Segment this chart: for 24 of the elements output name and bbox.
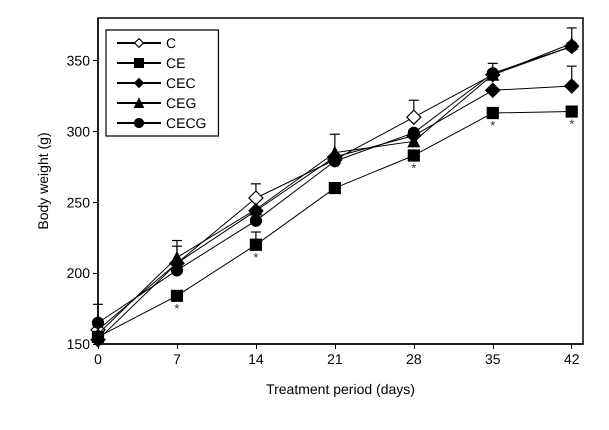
x-tick-label: 14 [248, 351, 264, 367]
annotation: * [174, 300, 180, 316]
x-tick-label: 28 [406, 351, 422, 367]
y-tick-label: 200 [66, 265, 90, 282]
x-axis-title: Treatment period (days) [266, 381, 415, 397]
x-tick-label: 0 [94, 351, 102, 367]
legend-label: CECG [166, 115, 206, 131]
legend-label: C [166, 35, 176, 51]
y-tick-label: 250 [66, 194, 90, 210]
legend-label: CEC [166, 75, 196, 91]
y-tick-label: 300 [66, 123, 90, 140]
annotation: * [253, 250, 258, 265]
x-tick-label: 7 [173, 351, 182, 367]
y-axis-title: Body weight (g) [35, 132, 51, 230]
legend-label: CE [166, 55, 186, 71]
legend-label: CEG [166, 95, 196, 111]
x-tick-label: 42 [564, 351, 580, 367]
y-tick-label: 150 [66, 336, 90, 352]
annotation: * [411, 160, 416, 176]
annotation: * [490, 118, 496, 133]
x-tick-label: 35 [484, 351, 501, 367]
x-tick-label: 21 [327, 351, 343, 367]
y-tick-label: 350 [66, 52, 90, 69]
annotation: * [569, 116, 574, 132]
